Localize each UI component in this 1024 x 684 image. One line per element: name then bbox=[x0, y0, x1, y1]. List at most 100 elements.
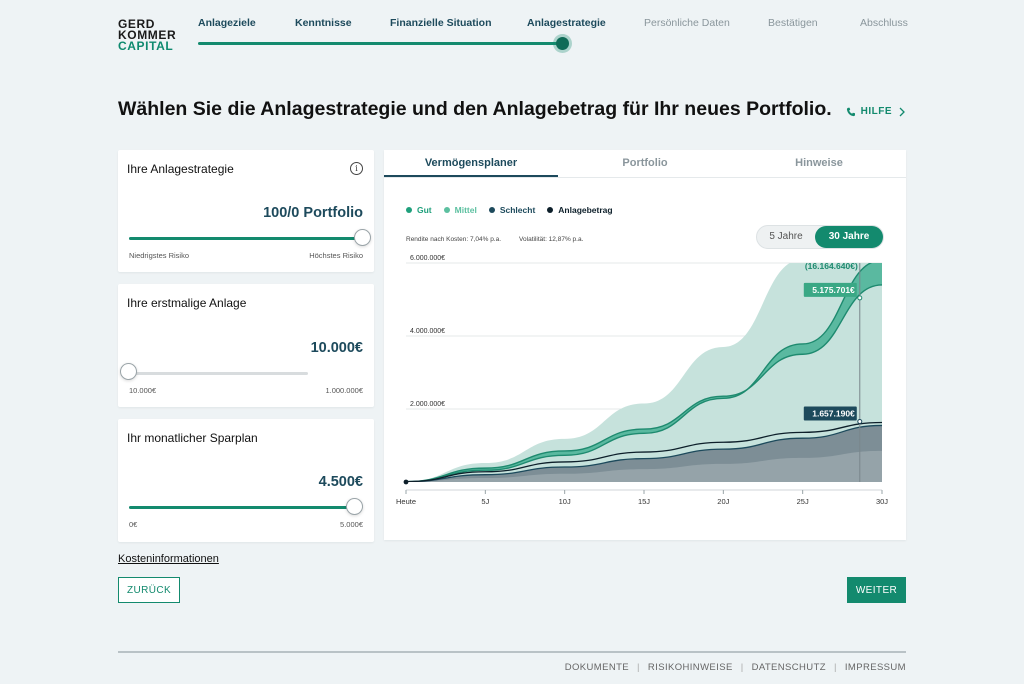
legend-item-mittel[interactable]: Mittel bbox=[443, 205, 477, 215]
footer-links: DOKUMENTE | RISIKOHINWEISE | DATENSCHUTZ… bbox=[565, 662, 906, 673]
horizon-30-years[interactable]: 30 Jahre bbox=[815, 226, 883, 248]
footer-link-risikohinweise[interactable]: RISIKOHINWEISE bbox=[647, 662, 733, 673]
strategy-max-label: Höchstes Risiko bbox=[309, 251, 363, 260]
x-tick-label: 25J bbox=[797, 497, 809, 506]
footer-separator: | bbox=[637, 662, 640, 673]
wealth-planner-panel: Vermögensplaner Portfolio Hinweise Gut M… bbox=[384, 150, 906, 540]
portfolio-stats: Rendite nach Kosten: 7,04% p.a. Volatili… bbox=[406, 236, 583, 243]
initial-min-label: 10.000€ bbox=[129, 386, 157, 395]
horizon-5-years[interactable]: 5 Jahre bbox=[769, 231, 803, 242]
monthly-slider-track[interactable] bbox=[129, 506, 355, 509]
x-tick-label: 20J bbox=[717, 497, 729, 506]
legend-dot-schlecht bbox=[488, 207, 495, 213]
horizon-toggle[interactable]: 5 Jahre 30 Jahre bbox=[756, 225, 884, 249]
annotation-schlecht-box bbox=[803, 406, 857, 421]
monthly-title: Ihr monatlicher Sparplan bbox=[127, 431, 258, 445]
monthly-slider-fill bbox=[129, 506, 355, 509]
chevron-right-icon bbox=[899, 107, 905, 116]
legend-label-schlecht: Schlecht bbox=[499, 205, 536, 215]
step-finanzielle-situation[interactable]: Finanzielle Situation bbox=[390, 17, 492, 29]
line-gut bbox=[406, 263, 873, 482]
footer-separator: | bbox=[833, 662, 837, 673]
tab-divider bbox=[384, 177, 906, 178]
step-anlagestrategie[interactable]: Anlagestrategie bbox=[527, 17, 606, 29]
annotation-mittel-box bbox=[803, 282, 857, 297]
legend-label-mittel: Mittel bbox=[454, 205, 477, 215]
strategy-slider-thumb[interactable] bbox=[354, 229, 371, 246]
y-tick-label: 4.000.000€ bbox=[410, 328, 445, 335]
wealth-chart: 6.000.000€ 4.000.000€ 2.000.000€ (16.164.64… bbox=[396, 255, 888, 506]
logo-line-1: GERD bbox=[118, 17, 156, 31]
annotation-gut-value: (16.164.640€) bbox=[805, 261, 858, 271]
line-anlagebetrag bbox=[406, 421, 882, 482]
area-gut-band bbox=[406, 263, 882, 482]
initial-value: 10.000€ bbox=[310, 340, 363, 356]
strategy-slider-track[interactable] bbox=[129, 237, 362, 240]
volatility-stat: Volatilität: 12,87% p.a. bbox=[519, 236, 584, 243]
step-anlageziele[interactable]: Anlageziele bbox=[198, 17, 256, 29]
progress-bar bbox=[198, 42, 563, 45]
footer-separator: | bbox=[740, 662, 744, 673]
x-tick-label: 10J bbox=[559, 497, 571, 506]
initial-max-label: 1.000.000€ bbox=[325, 386, 363, 395]
cost-info-link[interactable]: Kosteninformationen bbox=[118, 553, 219, 565]
progress-stepper: Anlageziele Kenntnisse Finanzielle Situa… bbox=[118, 0, 908, 60]
monthly-plan-card: Ihr monatlicher Sparplan 4.500€ 0€ 5.000… bbox=[118, 419, 374, 542]
legend-label-gut: Gut bbox=[417, 205, 432, 215]
y-tick-label: 6.000.000€ bbox=[410, 255, 445, 262]
initial-investment-card: Ihre erstmalige Anlage 10.000€ 10.000€ 1… bbox=[118, 284, 374, 407]
progress-current-dot bbox=[556, 37, 569, 50]
logo[interactable]: GERD KOMMER CAPITAL bbox=[118, 17, 176, 52]
x-tick-label: Heute bbox=[396, 497, 416, 506]
footer-link-dokumente[interactable]: DOKUMENTE bbox=[564, 662, 630, 673]
strategy-card: Ihre Anlagestrategie i 100/0 Portfolio N… bbox=[118, 150, 374, 272]
initial-slider-track[interactable] bbox=[129, 372, 308, 375]
strategy-value: 100/0 Portfolio bbox=[263, 205, 363, 221]
step-kenntnisse[interactable]: Kenntnisse bbox=[295, 17, 352, 29]
legend-item-schlecht[interactable]: Schlecht bbox=[488, 205, 536, 215]
initial-title: Ihre erstmalige Anlage bbox=[127, 296, 247, 310]
monthly-max-label: 5.000€ bbox=[340, 520, 363, 529]
tab-portfolio[interactable]: Portfolio bbox=[622, 157, 668, 169]
footer-link-impressum[interactable]: IMPRESSUM bbox=[844, 662, 906, 673]
step-bestaetigen: Bestätigen bbox=[768, 17, 818, 29]
help-link[interactable]: HILFE bbox=[846, 106, 907, 117]
annotation-mittel-value: 5.175.701€ bbox=[812, 285, 855, 295]
step-persoenliche-daten: Persönliche Daten bbox=[644, 17, 730, 29]
annotation-schlecht-value: 1.657.190€ bbox=[812, 409, 855, 419]
x-tick-label: 15J bbox=[638, 497, 650, 506]
line-schlecht bbox=[406, 424, 882, 482]
legend-item-gut[interactable]: Gut bbox=[406, 205, 432, 215]
tab-hinweise[interactable]: Hinweise bbox=[795, 157, 843, 169]
initial-slider-thumb[interactable] bbox=[120, 363, 137, 380]
marker-mittel bbox=[857, 295, 863, 301]
marker-schlecht bbox=[857, 419, 863, 425]
back-button[interactable]: ZURÜCK bbox=[118, 577, 180, 603]
monthly-value: 4.500€ bbox=[318, 474, 363, 490]
legend-dot-mittel bbox=[443, 207, 450, 213]
monthly-min-label: 0€ bbox=[129, 520, 138, 529]
footer-divider bbox=[118, 651, 906, 653]
area-schlecht-low bbox=[406, 450, 882, 482]
line-mittel bbox=[406, 284, 882, 482]
start-point bbox=[403, 479, 409, 485]
active-tab-indicator bbox=[384, 175, 558, 177]
chart-plot-area bbox=[406, 263, 882, 482]
strategy-slider-fill bbox=[129, 237, 362, 240]
help-label: HILFE bbox=[860, 106, 892, 117]
tab-vermoegensplaner[interactable]: Vermögensplaner bbox=[424, 157, 518, 169]
next-button[interactable]: WEITER bbox=[847, 577, 906, 603]
phone-icon bbox=[846, 107, 855, 116]
strategy-min-label: Niedrigstes Risiko bbox=[129, 251, 190, 260]
info-icon[interactable]: i bbox=[350, 162, 363, 175]
footer-link-datenschutz[interactable]: DATENSCHUTZ bbox=[751, 662, 826, 673]
step-abschluss: Abschluss bbox=[860, 17, 908, 29]
legend-item-anlagebetrag[interactable]: Anlagebetrag bbox=[547, 205, 613, 215]
return-stat: Rendite nach Kosten: 7,04% p.a. bbox=[406, 236, 502, 243]
page-title: Wählen Sie die Anlagestrategie und den A… bbox=[118, 98, 832, 120]
legend-dot-anlagebetrag bbox=[547, 207, 554, 213]
legend-dot-gut bbox=[406, 207, 412, 213]
monthly-slider-thumb[interactable] bbox=[346, 498, 363, 515]
y-tick-label: 2.000.000€ bbox=[410, 401, 445, 408]
legend-label-anlagebetrag: Anlagebetrag bbox=[558, 205, 613, 215]
